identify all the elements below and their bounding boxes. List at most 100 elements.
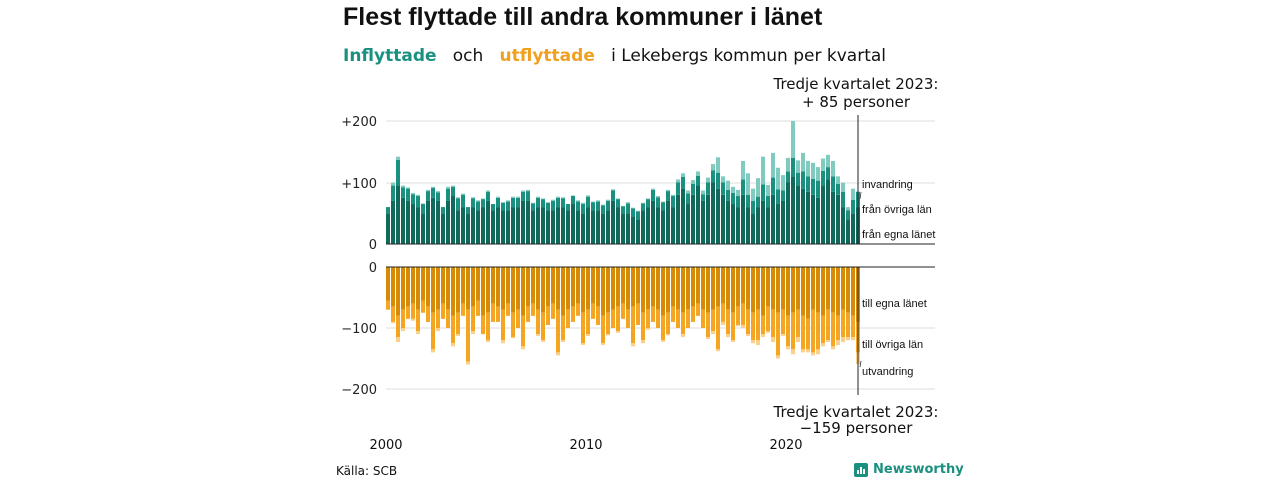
bar-out-1	[581, 312, 585, 344]
ytick-top-label: +200	[341, 115, 377, 130]
bar-out-1	[531, 303, 535, 316]
bar-in-1	[491, 204, 495, 211]
series-label-bottom: till egna länet	[862, 298, 927, 310]
bar-in-0	[851, 213, 855, 244]
bar-in-2	[846, 207, 850, 211]
bar-out-0	[416, 267, 420, 310]
bar-in-1	[756, 196, 760, 208]
bar-out-0	[706, 267, 710, 313]
bar-in-1	[651, 189, 655, 201]
annotation-top-line1: Tredje kvartalet 2023:	[773, 75, 939, 93]
bar-in-2	[471, 197, 475, 199]
bar-in-2	[416, 194, 420, 197]
bar-out-0	[721, 267, 725, 304]
bar-in-2	[736, 189, 740, 197]
bar-in-0	[421, 213, 425, 244]
bar-out-0	[541, 267, 545, 313]
bar-in-1	[831, 176, 835, 192]
bar-out-0	[501, 267, 505, 310]
bar-out-2	[806, 349, 810, 353]
bar-out-2	[826, 340, 830, 343]
bar-in-1	[806, 176, 810, 192]
bar-in-0	[561, 207, 565, 244]
bar-in-2	[701, 190, 705, 195]
bar-out-1	[741, 303, 745, 325]
bar-in-1	[456, 198, 460, 211]
bar-out-0	[736, 267, 740, 307]
bar-in-0	[706, 194, 710, 244]
bar-in-1	[751, 200, 755, 214]
bar-in-1	[546, 202, 550, 211]
bar-out-0	[786, 267, 790, 316]
bar-out-2	[841, 337, 845, 343]
bar-out-1	[691, 306, 695, 322]
bar-in-0	[736, 207, 740, 244]
bar-in-1	[416, 196, 420, 208]
bar-in-1	[396, 159, 400, 186]
bar-out-1	[386, 300, 390, 310]
bar-in-0	[631, 216, 635, 244]
bar-out-1	[571, 306, 575, 322]
bar-out-0	[666, 267, 670, 313]
bar-in-1	[801, 171, 805, 189]
bar-in-2	[771, 152, 775, 178]
bar-in-0	[761, 200, 765, 244]
bar-in-2	[596, 200, 600, 202]
bar-out-0	[636, 267, 640, 304]
bar-out-1	[796, 309, 800, 338]
series-label-bottom: till övriga län	[862, 339, 923, 351]
bar-in-1	[411, 194, 415, 205]
bar-in-0	[556, 207, 560, 244]
bar-out-1	[396, 315, 400, 338]
bar-in-2	[811, 162, 815, 179]
ytick-bottom-label: −100	[341, 322, 377, 337]
bar-in-2	[556, 196, 560, 198]
bar-in-0	[456, 210, 460, 244]
bar-out-0	[561, 267, 565, 316]
bar-in-1	[531, 203, 535, 211]
bar-out-2	[616, 331, 620, 333]
bar-out-2	[456, 334, 460, 336]
bar-in-1	[481, 199, 485, 208]
bar-in-2	[781, 175, 785, 191]
bar-out-2	[761, 334, 765, 338]
bar-out-0	[846, 267, 850, 313]
bar-in-1	[576, 201, 580, 211]
bar-out-0	[566, 267, 570, 310]
bar-in-2	[461, 193, 465, 195]
bar-out-1	[651, 306, 655, 322]
bar-in-0	[571, 204, 575, 244]
brand-name: Newsworthy	[873, 462, 964, 477]
bar-in-2	[776, 167, 780, 190]
bar-in-1	[701, 194, 705, 201]
bar-in-2	[506, 200, 510, 202]
bar-in-0	[526, 200, 530, 244]
bar-out-0	[746, 267, 750, 310]
bar-in-1	[461, 194, 465, 208]
bar-in-1	[601, 205, 605, 214]
bar-out-0	[661, 267, 665, 316]
bar-in-0	[776, 204, 780, 244]
bar-out-1	[536, 309, 540, 335]
bar-in-2	[656, 196, 660, 198]
bar-in-1	[626, 203, 630, 214]
bar-out-2	[846, 337, 850, 341]
bar-out-0	[726, 267, 730, 310]
bar-in-0	[486, 200, 490, 244]
series-label-top: invandring	[862, 179, 913, 191]
bar-out-0	[626, 267, 630, 310]
bar-out-1	[521, 315, 525, 347]
bar-in-1	[691, 183, 695, 195]
bar-out-0	[681, 267, 685, 313]
bar-in-1	[561, 198, 565, 208]
leader-utvandring	[859, 360, 862, 368]
bar-out-1	[441, 303, 445, 319]
bar-in-0	[546, 210, 550, 244]
bar-out-0	[671, 267, 675, 307]
bar-in-2	[581, 202, 585, 205]
bar-in-2	[481, 198, 485, 200]
bar-out-0	[456, 267, 460, 313]
bar-in-0	[621, 213, 625, 244]
bar-in-1	[661, 202, 665, 211]
bar-in-1	[501, 202, 505, 211]
